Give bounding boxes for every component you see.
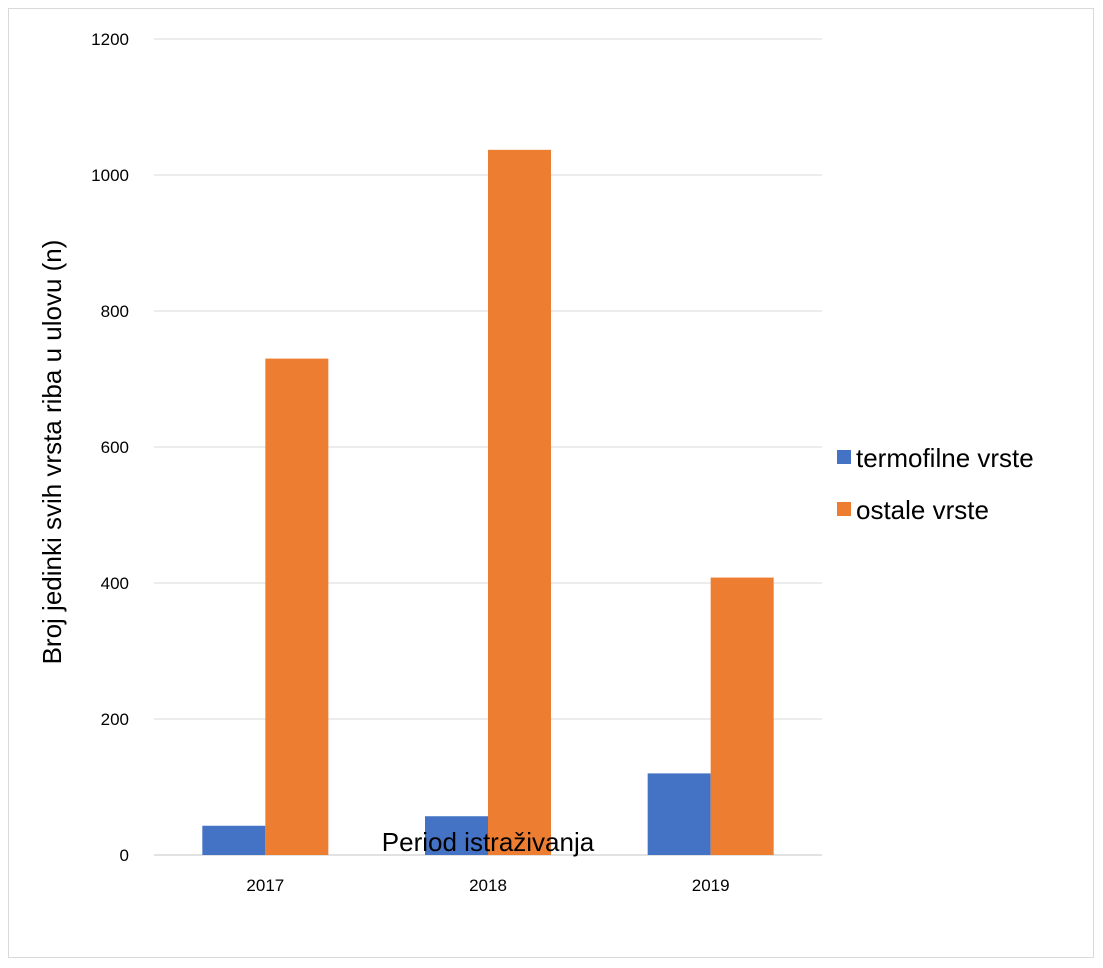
legend-swatch <box>837 502 851 516</box>
x-axis-ticks: 2017 2018 2019 <box>246 876 729 895</box>
y-tick-label: 600 <box>101 438 129 457</box>
y-tick-label: 400 <box>101 574 129 593</box>
bar-termofilne-vrste-2019 <box>647 773 711 855</box>
x-tick-label: 2017 <box>246 876 284 895</box>
y-tick-label: 1000 <box>91 166 129 185</box>
legend-label: ostale vrste <box>856 495 989 525</box>
y-tick-label: 800 <box>101 302 129 321</box>
y-tick-label: 0 <box>120 846 129 865</box>
bar-termofilne-vrste-2018 <box>425 816 488 855</box>
x-axis-title: Period istraživanja <box>382 827 595 857</box>
bar-ostale-vrste-2018 <box>488 149 551 856</box>
x-tick-label: 2019 <box>692 876 730 895</box>
legend-label: termofilne vrste <box>856 443 1034 473</box>
bars <box>202 149 774 856</box>
y-axis-title: Broj jedinki svih vrsta riba u ulovu (n) <box>37 240 67 665</box>
bar-termofilne-vrste-2017 <box>202 825 266 855</box>
y-tick-label: 200 <box>101 710 129 729</box>
bar-ostale-vrste-2019 <box>710 577 774 855</box>
legend: termofilne vrste ostale vrste <box>837 443 1034 525</box>
x-tick-label: 2018 <box>469 876 507 895</box>
y-tick-label: 1200 <box>91 30 129 49</box>
legend-swatch <box>837 450 851 464</box>
y-axis-ticks: 0 200 400 600 800 1000 1200 <box>91 30 129 865</box>
bar-ostale-vrste-2017 <box>265 358 329 855</box>
